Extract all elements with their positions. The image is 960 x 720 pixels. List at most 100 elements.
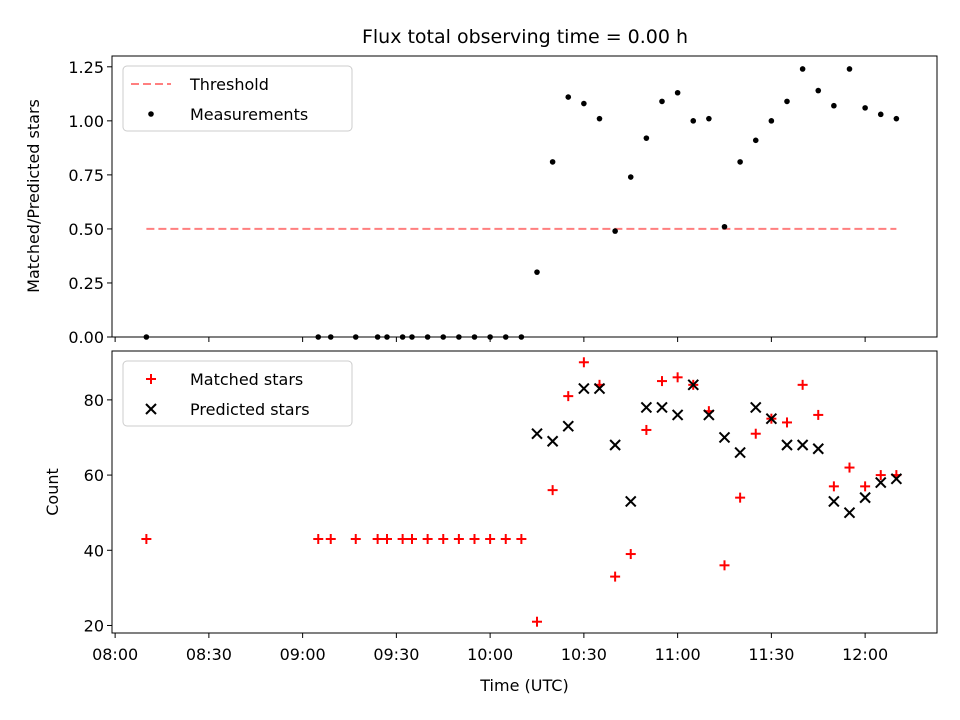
predicted-star-point — [781, 439, 793, 451]
x-axis-title: Time (UTC) — [479, 676, 568, 695]
matched-star-point — [350, 534, 361, 544]
matched-star-point — [407, 534, 417, 544]
predicted-star-point-b — [640, 401, 653, 414]
predicted-star-point-b — [796, 439, 809, 451]
predicted-star-point-b — [687, 379, 699, 391]
series-layer — [143, 66, 900, 340]
x-tick-label: 12:00 — [842, 645, 888, 664]
y-tick-label: 80 — [84, 391, 104, 410]
matched-star-point — [547, 485, 558, 496]
predicted-star-point — [531, 428, 543, 440]
predicted-star-point-b — [546, 435, 559, 447]
measurement-point — [846, 66, 853, 72]
predicted-star-point — [843, 506, 856, 519]
measurement-point — [352, 334, 359, 340]
matched-star-point — [875, 470, 886, 481]
measurement-point — [440, 334, 447, 340]
matched-star-point — [750, 428, 761, 439]
matched-star-point — [313, 534, 324, 544]
measurement-point — [737, 159, 743, 165]
measurement-point — [327, 334, 334, 340]
predicted-star-point-b — [625, 495, 637, 508]
measurement-point — [690, 118, 697, 124]
matched-star-point — [828, 481, 839, 492]
y-tick-label: 1.25 — [68, 58, 104, 77]
predicted-star-point — [890, 473, 903, 485]
measurement-point — [549, 159, 556, 165]
predicted-star-point — [578, 382, 590, 395]
predicted-star-point — [687, 379, 699, 391]
measurement-point — [596, 115, 603, 122]
matched-star-point — [372, 534, 383, 544]
x-tick-label: 08:30 — [186, 645, 232, 664]
y-tick-label: 60 — [84, 466, 104, 485]
matched-star-point — [610, 571, 621, 582]
y-axis-title: Count — [43, 468, 62, 516]
predicted-star-point — [609, 439, 621, 451]
x-tick-label: 11:30 — [748, 645, 794, 664]
predicted-star-point — [703, 409, 715, 421]
measurement-point — [518, 334, 525, 340]
predicted-star-point-b — [859, 491, 871, 504]
matched-star-point — [453, 534, 464, 544]
predicted-star-point — [546, 435, 559, 447]
measurement-point — [815, 87, 822, 94]
matched-star-point — [719, 560, 730, 571]
predicted-star-point — [734, 446, 746, 459]
measurement-point — [862, 105, 868, 111]
measurement-point — [502, 334, 509, 340]
predicted-star-point-b — [562, 420, 574, 432]
predicted-star-point-b — [718, 431, 731, 444]
predicted-star-point-b — [671, 409, 684, 421]
measurement-point — [384, 334, 390, 340]
predicted-star-point-b — [750, 401, 762, 414]
legend-box — [122, 65, 353, 132]
measurement-point — [534, 269, 540, 275]
measurement-point — [424, 334, 431, 340]
legend-label: Measurements — [190, 105, 308, 124]
predicted-star-point — [859, 491, 871, 504]
legend-label: Threshold — [189, 75, 269, 94]
matched-star-point — [516, 534, 527, 544]
matched-star-point — [422, 534, 433, 544]
bottom-panel: 20 40 60 80 08:00 08:30 09:00 09:30 10:00 10:30 11… — [43, 350, 938, 695]
matched-star-point — [844, 462, 855, 473]
measurement-point — [399, 334, 406, 340]
predicted-star-point — [640, 401, 653, 414]
measurement-point — [674, 89, 681, 96]
x-tick-label: 09:00 — [280, 645, 326, 664]
y-tick-label: 0.25 — [68, 274, 104, 293]
predicted-star-point-b — [656, 401, 668, 414]
predicted-star-point-b — [781, 439, 793, 451]
measurement-point — [487, 334, 493, 340]
predicted-star-point — [875, 476, 887, 489]
measurement-point — [831, 102, 837, 109]
matched-star-point — [469, 534, 480, 544]
y-axis-title: Matched/Predicted stars — [24, 99, 43, 293]
matched-star-point — [532, 616, 542, 627]
predicted-star-point-b — [828, 495, 840, 508]
measurement-point — [409, 334, 415, 340]
matched-star-point — [813, 409, 824, 420]
predicted-star-point-b — [703, 409, 715, 421]
legend-predicted-marker-b — [145, 403, 157, 415]
x-tick-label: 08:00 — [92, 645, 138, 664]
predicted-star-point — [750, 401, 762, 414]
matched-star-point — [672, 372, 683, 383]
measurement-point — [706, 115, 712, 122]
matched-star-point — [657, 376, 667, 387]
measurement-point — [456, 334, 462, 340]
predicted-star-point — [656, 401, 668, 414]
predicted-star-point — [828, 495, 840, 508]
predicted-star-point — [812, 443, 824, 455]
matched-star-point — [641, 424, 652, 435]
legend-label: Predicted stars — [190, 400, 310, 419]
y-tick-label: 0.50 — [68, 220, 104, 239]
matched-star-point — [782, 417, 792, 428]
predicted-star-point-b — [890, 473, 903, 485]
legend: Threshold Measurements — [122, 65, 353, 132]
measurement-point — [799, 66, 806, 72]
legend-matched-marker — [146, 374, 156, 384]
y-tick-label: 1.00 — [68, 112, 104, 131]
